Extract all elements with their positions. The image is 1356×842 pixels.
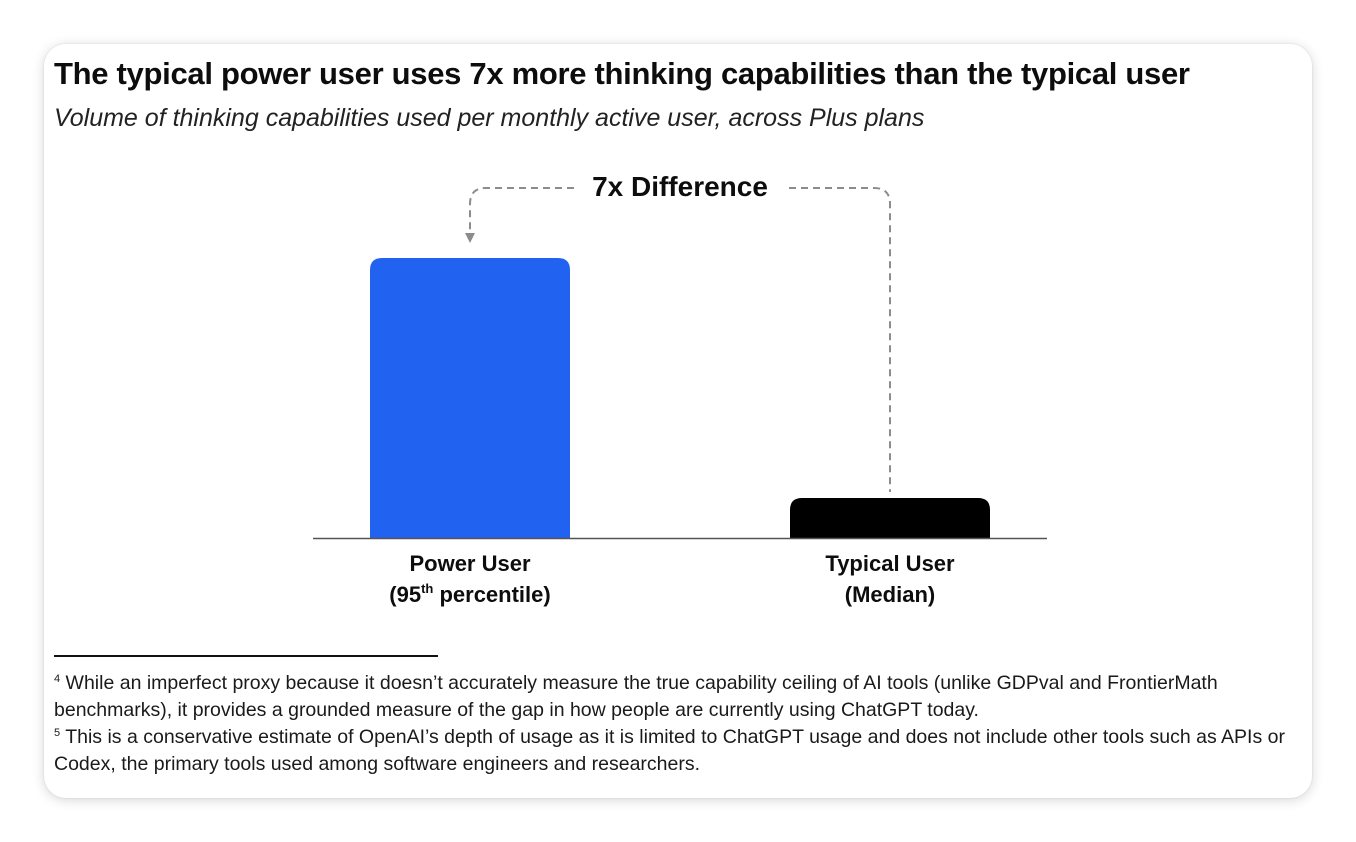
x-tick-sublabel-typical-user: (Median) bbox=[845, 582, 935, 607]
footnote-5-text: This is a conservative estimate of OpenA… bbox=[54, 726, 1285, 775]
chart-subtitle: Volume of thinking capabilities used per… bbox=[54, 104, 925, 132]
x-tick-sublabel-power-user: (95th percentile) bbox=[389, 581, 550, 607]
footnote-4-number: 4 bbox=[54, 673, 61, 685]
annotation-line-right bbox=[789, 187, 891, 492]
footnote-4: 4 While an imperfect proxy because it do… bbox=[54, 670, 1294, 724]
bars-layer bbox=[370, 258, 990, 538]
footnote-5-number: 5 bbox=[54, 727, 61, 739]
bar-power-user bbox=[370, 258, 570, 538]
annotation-layer: 7x Difference bbox=[465, 171, 891, 492]
footnote-divider bbox=[54, 655, 438, 657]
annotation-arrow-left bbox=[465, 187, 574, 243]
footnote-5: 5 This is a conservative estimate of Ope… bbox=[54, 724, 1294, 778]
annotation-label: 7x Difference bbox=[592, 171, 768, 202]
footnotes: 4 While an imperfect proxy because it do… bbox=[54, 670, 1294, 778]
labels-layer: Power User (95th percentile) Typical User (… bbox=[389, 551, 955, 607]
bar-typical-user bbox=[790, 498, 990, 538]
footnote-4-text: While an imperfect proxy because it does… bbox=[54, 672, 1218, 721]
chart-card: The typical power user uses 7x more thin… bbox=[44, 44, 1312, 798]
x-tick-label-power-user: Power User bbox=[409, 551, 530, 576]
chart-title: The typical power user uses 7x more thin… bbox=[54, 56, 1190, 91]
bar-chart: 7x Difference Power User (95th percentile… bbox=[313, 171, 1047, 607]
x-tick-label-typical-user: Typical User bbox=[825, 551, 955, 576]
